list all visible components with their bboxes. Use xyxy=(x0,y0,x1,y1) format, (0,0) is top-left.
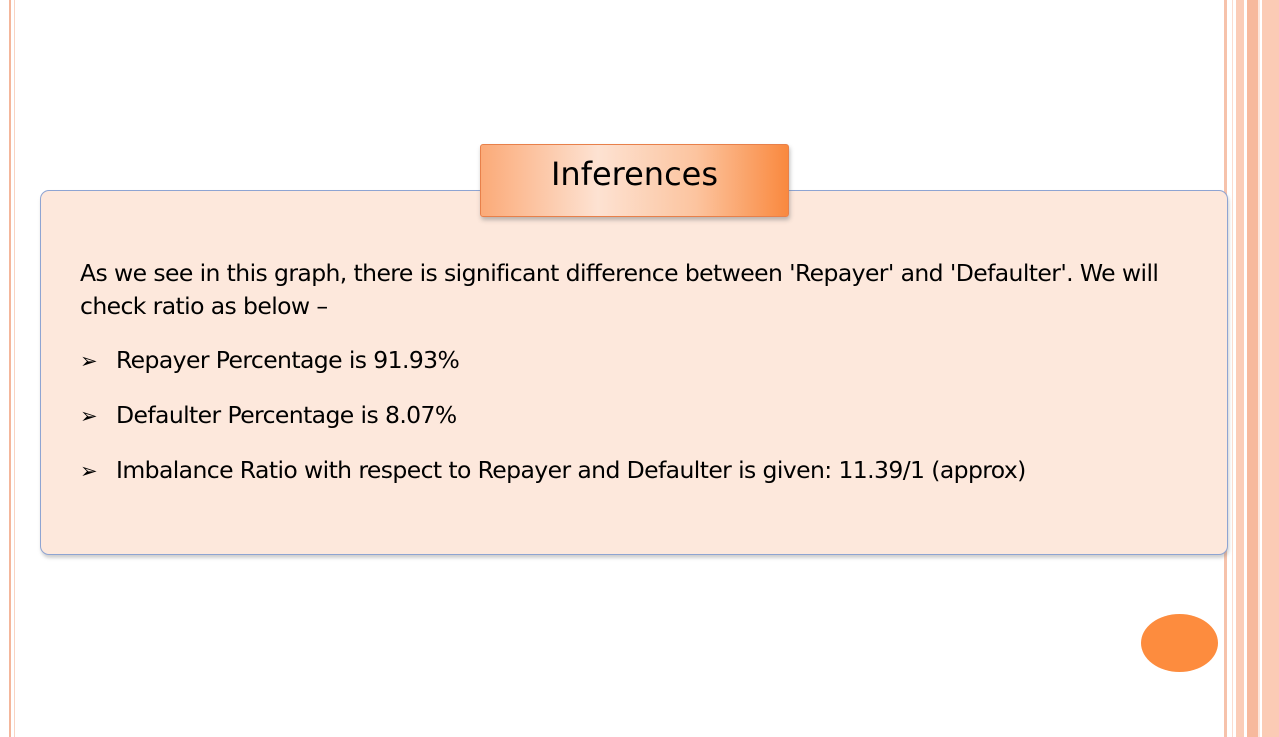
decorative-orange-circle xyxy=(1141,614,1218,672)
bullet-text: Defaulter Percentage is 8.07% xyxy=(116,401,457,429)
arrowhead-bullet-icon: ➢ xyxy=(80,349,98,373)
arrowhead-bullet-icon: ➢ xyxy=(80,404,98,428)
bullet-item: ➢ Defaulter Percentage is 8.07% xyxy=(80,399,1220,433)
bullet-item: ➢ Repayer Percentage is 91.93% xyxy=(80,344,1220,378)
title-tab: Inferences xyxy=(480,144,789,217)
arrowhead-bullet-icon: ➢ xyxy=(80,459,98,483)
bullet-text: Imbalance Ratio with respect to Repayer … xyxy=(116,456,1026,484)
bullet-text: Repayer Percentage is 91.93% xyxy=(116,346,460,374)
intro-text: As we see in this graph, there is signif… xyxy=(80,259,1159,320)
left-decorative-line xyxy=(9,0,11,737)
left-decorative-line xyxy=(14,0,15,737)
right-decorative-line xyxy=(1258,0,1260,737)
right-decorative-band xyxy=(1247,0,1260,737)
right-decorative-band xyxy=(1262,0,1279,737)
right-decorative-line xyxy=(1232,0,1233,737)
right-decorative-band xyxy=(1236,0,1244,737)
slide-title: Inferences xyxy=(550,155,719,193)
bullet-item: ➢ Imbalance Ratio with respect to Repayer… xyxy=(80,454,1220,488)
